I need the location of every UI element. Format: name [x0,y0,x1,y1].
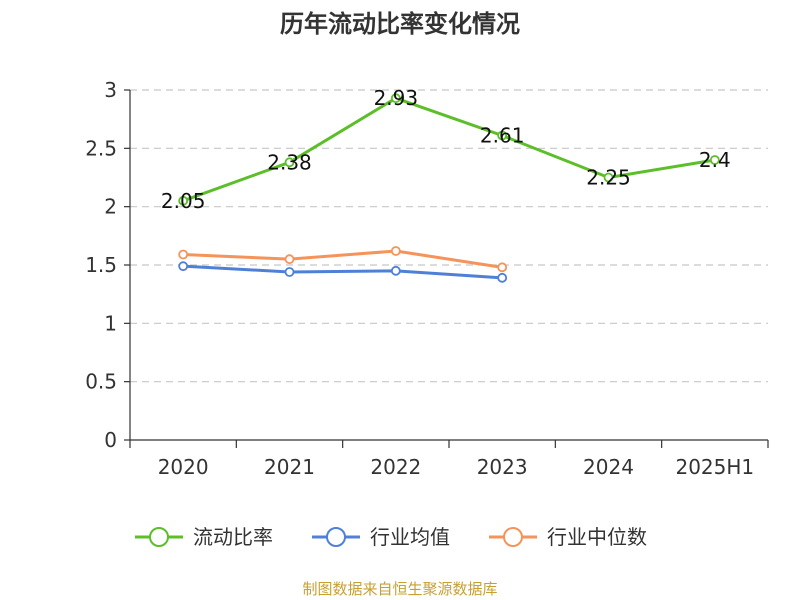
data-labels: 2.05 2.38 2.93 2.61 2.25 2.4 [161,86,731,213]
x-tick-label: 2023 [477,455,528,479]
data-point [284,157,295,168]
x-tick-label: 2020 [158,455,209,479]
x-tick-label: 2025H1 [675,455,754,479]
x-tick-label: 2021 [264,455,315,479]
legend-label: 行业中位数 [547,525,647,549]
data-point [178,261,189,272]
y-tick-label: 2 [104,195,117,219]
data-label: 2.38 [267,150,312,174]
y-tick-label: 0.5 [85,370,117,394]
legend: 流动比率 行业均值 行业中位数 [135,525,647,549]
data-point [497,130,508,141]
data-point [284,267,295,277]
data-label: 2.25 [586,166,631,190]
data-point [390,265,401,276]
legend-label: 流动比率 [193,525,273,549]
source-note: 制图数据来自恒生聚源数据库 [302,580,497,598]
axes: 0 0.5 1 1.5 2 2.5 3 2020 2021 2022 2023 2024 2025H1 [85,78,769,479]
series-line-1 [183,264,503,280]
y-tick-label: 0 [104,428,117,452]
data-point [709,155,720,165]
data-label: 2.61 [480,124,525,148]
data-point [178,249,189,260]
chart-title: 历年流动比率变化情况 [280,10,520,38]
series-line-2 [183,249,503,269]
data-point [284,254,295,265]
legend-marker-1 [326,527,346,547]
data-label: 2.05 [161,189,206,213]
legend-label: 行业均值 [370,525,450,549]
legend-marker-2 [503,527,523,547]
data-point [390,246,401,256]
series-group [178,93,720,283]
data-label: 2.4 [699,148,731,172]
data-point [497,272,508,283]
y-tick-label: 2.5 [85,136,117,160]
y-tick-label: 3 [104,78,117,102]
grid-lines [130,89,768,383]
x-tick-label: 2022 [370,455,421,479]
data-label: 2.93 [374,86,419,110]
data-point [390,93,401,104]
x-tick-label: 2024 [583,455,634,479]
data-point [178,195,189,206]
data-point [603,172,614,183]
y-tick-label: 1 [104,311,117,335]
legend-marker-0 [149,527,169,547]
data-point [497,262,508,273]
series-line-0 [182,96,716,203]
y-tick-label: 1.5 [85,253,117,277]
